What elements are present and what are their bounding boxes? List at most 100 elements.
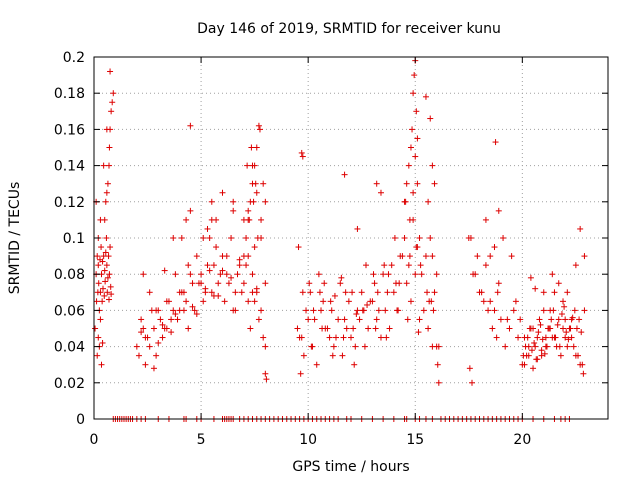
data-point: [531, 339, 538, 346]
data-point: [374, 289, 381, 296]
data-point: [313, 361, 320, 368]
data-point: [399, 253, 406, 260]
data-point: [576, 316, 583, 323]
data-point: [390, 289, 397, 296]
data-point: [354, 307, 361, 314]
data-point: [340, 334, 347, 341]
data-point: [92, 325, 99, 332]
data-point: [427, 115, 434, 122]
data-point: [104, 180, 111, 187]
data-point: [547, 307, 554, 314]
data-point: [359, 307, 366, 314]
data-point: [221, 298, 228, 305]
data-point: [536, 316, 543, 323]
data-point: [562, 316, 569, 323]
data-point: [93, 298, 100, 305]
data-point: [172, 271, 179, 278]
data-point: [294, 325, 301, 332]
grid: [94, 57, 608, 419]
data-point: [409, 126, 416, 133]
data-point: [466, 365, 473, 372]
data-point: [338, 274, 345, 281]
data-point: [341, 171, 348, 178]
data-point: [108, 108, 115, 115]
data-point: [429, 162, 436, 169]
data-point: [262, 343, 269, 350]
data-point: [435, 379, 442, 386]
data-point: [534, 356, 541, 363]
data-point: [520, 352, 527, 359]
data-point: [206, 267, 213, 274]
y-tick-label: 0.04: [54, 340, 85, 356]
data-point: [385, 271, 392, 278]
data-point: [103, 235, 110, 241]
data-point: [497, 316, 504, 323]
data-point: [428, 298, 435, 305]
data-point: [146, 343, 153, 350]
data-point: [375, 307, 382, 314]
data-point: [99, 298, 106, 305]
data-point: [394, 307, 401, 314]
data-point: [248, 144, 255, 151]
data-point: [245, 207, 252, 214]
data-point: [102, 198, 109, 205]
data-point: [469, 379, 476, 386]
data-point: [573, 325, 580, 332]
data-point: [252, 180, 259, 187]
data-point: [98, 361, 105, 368]
data-point: [564, 343, 571, 350]
data-point: [193, 253, 200, 260]
data-point: [155, 339, 162, 346]
chart-title: Day 146 of 2019, SRMTID for receiver kun…: [197, 21, 501, 37]
data-point: [532, 285, 539, 292]
data-point: [407, 298, 414, 305]
data-point: [568, 316, 575, 323]
data-point: [391, 235, 398, 241]
data-point: [560, 325, 567, 332]
data-point: [422, 253, 429, 260]
data-point: [97, 289, 104, 296]
data-point: [552, 334, 559, 341]
data-point: [538, 352, 545, 359]
data-point: [299, 153, 306, 160]
data-point: [263, 376, 270, 383]
data-point: [413, 108, 420, 115]
data-point: [515, 334, 522, 341]
data-point: [249, 271, 256, 278]
data-point: [198, 280, 205, 287]
data-point: [405, 262, 412, 269]
data-point: [262, 280, 269, 287]
data-point: [316, 289, 323, 296]
data-point: [343, 325, 350, 332]
data-point: [557, 352, 564, 359]
axis-ticks: 0 0.02 0.04 0.06 0.08 0.1 0.12 0.14 0.16 0.18 0.2 0…: [54, 50, 608, 448]
data-point: [512, 298, 519, 305]
data-point: [208, 289, 215, 296]
data-point: [140, 325, 147, 332]
data-point: [416, 316, 423, 323]
data-point: [232, 289, 239, 296]
data-point: [243, 235, 250, 241]
data-point: [103, 126, 110, 133]
data-point: [339, 352, 346, 359]
data-point: [333, 334, 340, 341]
data-point: [414, 180, 421, 187]
data-point: [534, 334, 541, 341]
data-point: [198, 271, 205, 278]
data-point: [581, 253, 588, 260]
data-point: [410, 189, 417, 196]
data-point: [521, 361, 528, 368]
data-point: [330, 343, 337, 350]
data-point: [106, 144, 113, 151]
data-point: [174, 316, 181, 323]
data-point: [150, 325, 157, 332]
data-point: [189, 280, 196, 287]
x-tick-label: 20: [513, 432, 531, 448]
data-point: [189, 303, 196, 310]
data-point: [230, 207, 237, 214]
data-point: [563, 329, 570, 336]
data-point: [380, 271, 387, 278]
data-point: [575, 352, 582, 359]
data-point: [358, 289, 365, 296]
data-point: [371, 280, 378, 287]
